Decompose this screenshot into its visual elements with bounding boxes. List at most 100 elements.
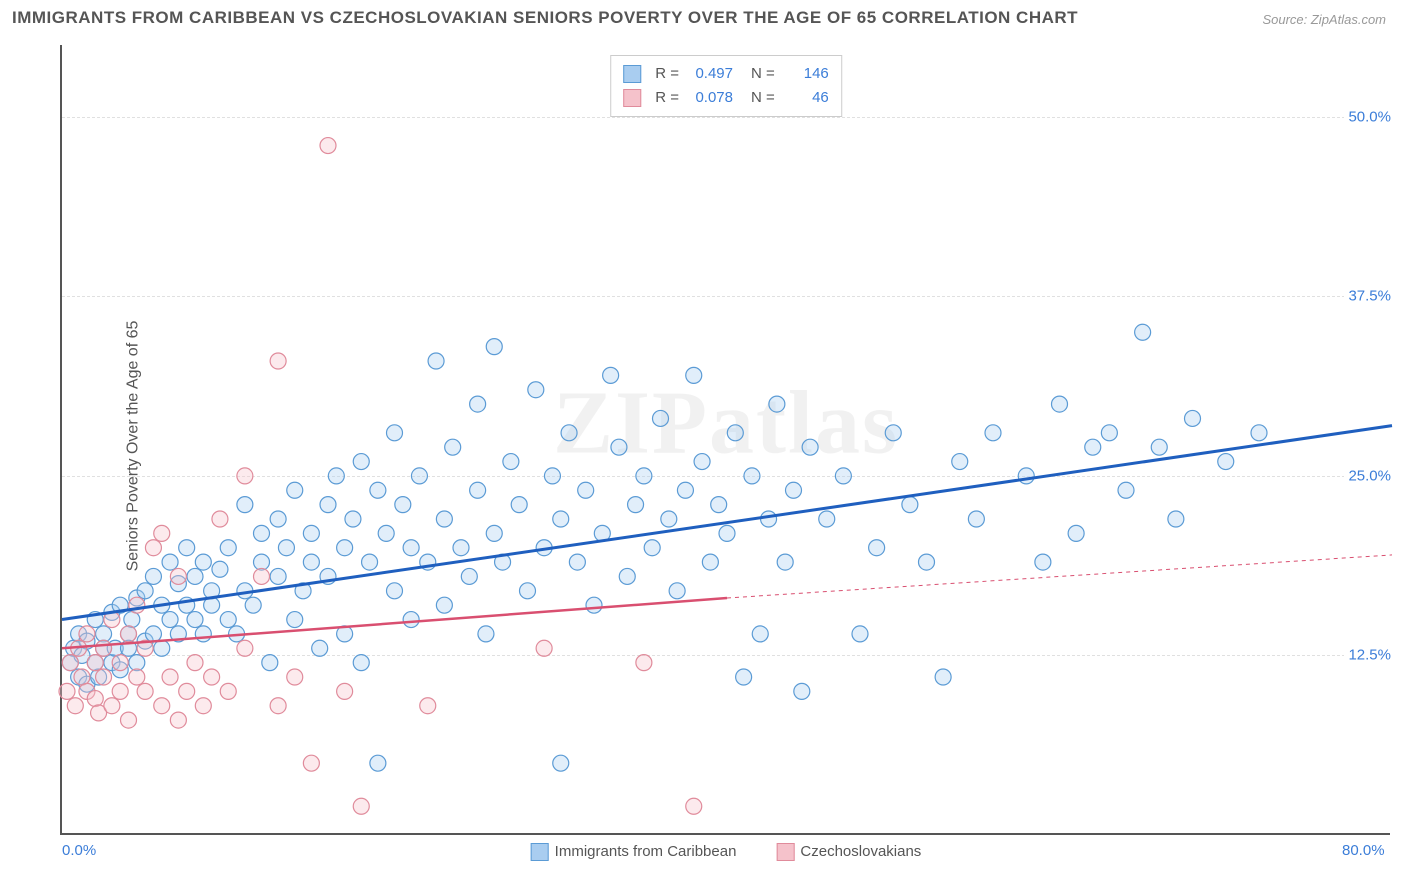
data-point-caribbean [395,497,411,513]
legend-swatch-czech [776,843,794,861]
data-point-caribbean [985,425,1001,441]
data-point-caribbean [362,554,378,570]
data-point-caribbean [1085,439,1101,455]
data-point-caribbean [220,540,236,556]
r-label: R = [655,86,679,110]
data-point-caribbean [511,497,527,513]
data-point-caribbean [1151,439,1167,455]
data-point-czech [96,669,112,685]
data-point-czech [121,626,137,642]
data-point-czech [74,669,90,685]
data-point-caribbean [711,497,727,513]
data-point-czech [162,669,178,685]
data-point-caribbean [719,525,735,541]
data-point-czech [121,712,137,728]
data-point-czech [195,698,211,714]
data-point-caribbean [145,626,161,642]
legend-swatch-caribbean [531,843,549,861]
data-point-czech [87,655,103,671]
data-point-caribbean [653,410,669,426]
data-point-czech [170,568,186,584]
trend-line-caribbean [62,426,1392,620]
data-point-caribbean [528,382,544,398]
data-point-caribbean [1185,410,1201,426]
data-point-caribbean [220,612,236,628]
data-point-caribbean [254,525,270,541]
legend-label-czech: Czechoslovakians [800,843,921,860]
data-point-caribbean [769,396,785,412]
data-point-caribbean [162,612,178,628]
data-point-caribbean [935,669,951,685]
data-point-czech [237,640,253,656]
data-point-caribbean [744,468,760,484]
data-point-caribbean [761,511,777,527]
data-point-caribbean [96,626,112,642]
data-point-caribbean [486,525,502,541]
n-value-czech: 46 [783,86,829,110]
n-label: N = [751,86,775,110]
data-point-caribbean [569,554,585,570]
data-point-caribbean [337,540,353,556]
data-point-caribbean [786,482,802,498]
data-point-caribbean [124,612,140,628]
data-point-caribbean [162,554,178,570]
data-point-caribbean [378,525,394,541]
data-point-caribbean [403,540,419,556]
data-point-caribbean [586,597,602,613]
r-value-caribbean: 0.497 [687,62,733,86]
data-point-caribbean [179,540,195,556]
data-point-czech [220,683,236,699]
data-point-caribbean [503,454,519,470]
data-point-czech [420,698,436,714]
data-point-caribbean [553,511,569,527]
data-point-caribbean [885,425,901,441]
data-point-czech [154,698,170,714]
data-point-caribbean [436,511,452,527]
data-point-caribbean [636,468,652,484]
data-point-czech [320,138,336,154]
data-point-caribbean [1218,454,1234,470]
data-point-caribbean [578,482,594,498]
data-point-caribbean [794,683,810,699]
data-point-caribbean [702,554,718,570]
data-point-caribbean [1251,425,1267,441]
data-point-czech [636,655,652,671]
data-point-czech [137,683,153,699]
data-point-czech [145,540,161,556]
data-point-caribbean [453,540,469,556]
data-point-caribbean [520,583,536,599]
data-point-caribbean [262,655,278,671]
data-point-caribbean [727,425,743,441]
legend-swatch-czech [623,89,641,107]
data-point-caribbean [644,540,660,556]
data-point-czech [254,568,270,584]
data-point-caribbean [370,482,386,498]
data-point-caribbean [603,367,619,383]
legend-item-caribbean: Immigrants from Caribbean [531,843,737,861]
data-point-czech [87,691,103,707]
data-point-caribbean [303,554,319,570]
data-point-czech [179,683,195,699]
data-point-caribbean [303,525,319,541]
data-point-caribbean [852,626,868,642]
x-tick-label: 0.0% [62,842,96,859]
data-point-caribbean [553,755,569,771]
trend-line-dash-czech [727,555,1392,598]
data-point-caribbean [919,554,935,570]
data-point-caribbean [1068,525,1084,541]
correlation-legend: R =0.497N =146R =0.078N =46 [610,55,842,117]
data-point-caribbean [661,511,677,527]
data-point-caribbean [619,568,635,584]
data-point-czech [67,698,83,714]
data-point-caribbean [212,561,228,577]
data-point-czech [104,698,120,714]
data-point-czech [686,798,702,814]
data-point-caribbean [436,597,452,613]
data-point-caribbean [320,497,336,513]
data-point-czech [187,655,203,671]
data-point-caribbean [1135,324,1151,340]
data-point-caribbean [544,468,560,484]
data-point-caribbean [195,626,211,642]
data-point-caribbean [328,468,344,484]
data-point-caribbean [736,669,752,685]
